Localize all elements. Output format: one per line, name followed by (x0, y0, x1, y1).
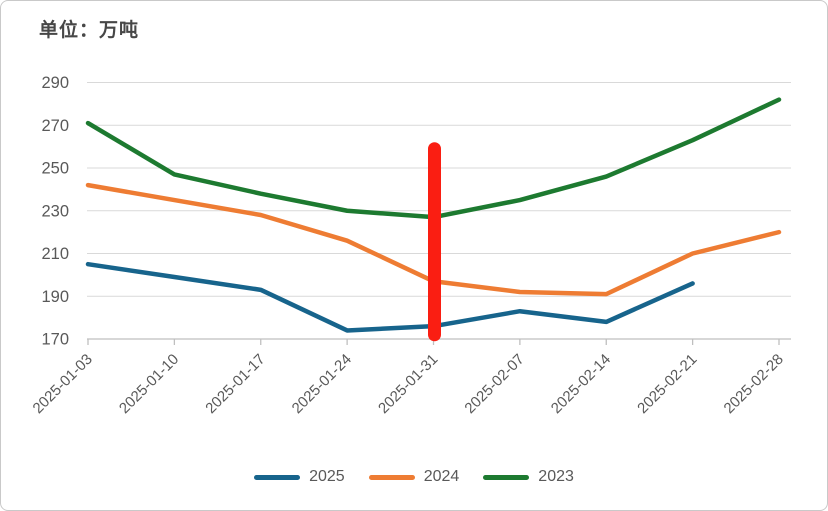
y-axis-label-190: 190 (41, 288, 69, 306)
x-axis-label: 2025-02-07 (461, 351, 527, 417)
legend-label-2023: 2023 (538, 468, 574, 485)
y-axis-label-170: 170 (41, 331, 69, 349)
legend-item-2025: 2025 (254, 468, 345, 486)
y-axis-label-270: 270 (41, 117, 69, 135)
series-line-2025 (85, 261, 695, 333)
y-axis-label-230: 230 (41, 202, 69, 220)
x-axis-label: 2025-02-21 (634, 351, 700, 417)
chart-title-unit-label: 单位：万吨 (39, 20, 140, 41)
legend-label-2025: 2025 (309, 468, 345, 485)
y-axis-label-250: 250 (41, 160, 69, 178)
x-axis-label: 2025-02-28 (721, 351, 787, 417)
legend-swatch-2024 (368, 474, 415, 480)
x-axis-label: 2025-01-03 (30, 351, 96, 417)
y-axis-label-290: 290 (41, 74, 69, 92)
x-axis-label: 2025-01-24 (289, 351, 355, 417)
y-axis-label-210: 210 (41, 245, 69, 263)
legend: 2025 2024 2023 (1, 468, 827, 486)
legend-label-2024: 2024 (423, 468, 460, 485)
x-axis-label: 2025-01-10 (116, 351, 182, 417)
legend-swatch-2023 (483, 474, 530, 480)
x-axis-label: 2025-01-17 (202, 351, 268, 417)
legend-item-2023: 2023 (483, 468, 574, 486)
series-line-2024 (85, 182, 782, 297)
legend-swatch-2025 (254, 474, 301, 480)
x-axis-label: 2025-02-14 (548, 351, 614, 417)
series-line-2023 (85, 97, 782, 220)
x-axis-label: 2025-01-31 (375, 351, 441, 417)
legend-item-2024: 2024 (368, 468, 460, 486)
